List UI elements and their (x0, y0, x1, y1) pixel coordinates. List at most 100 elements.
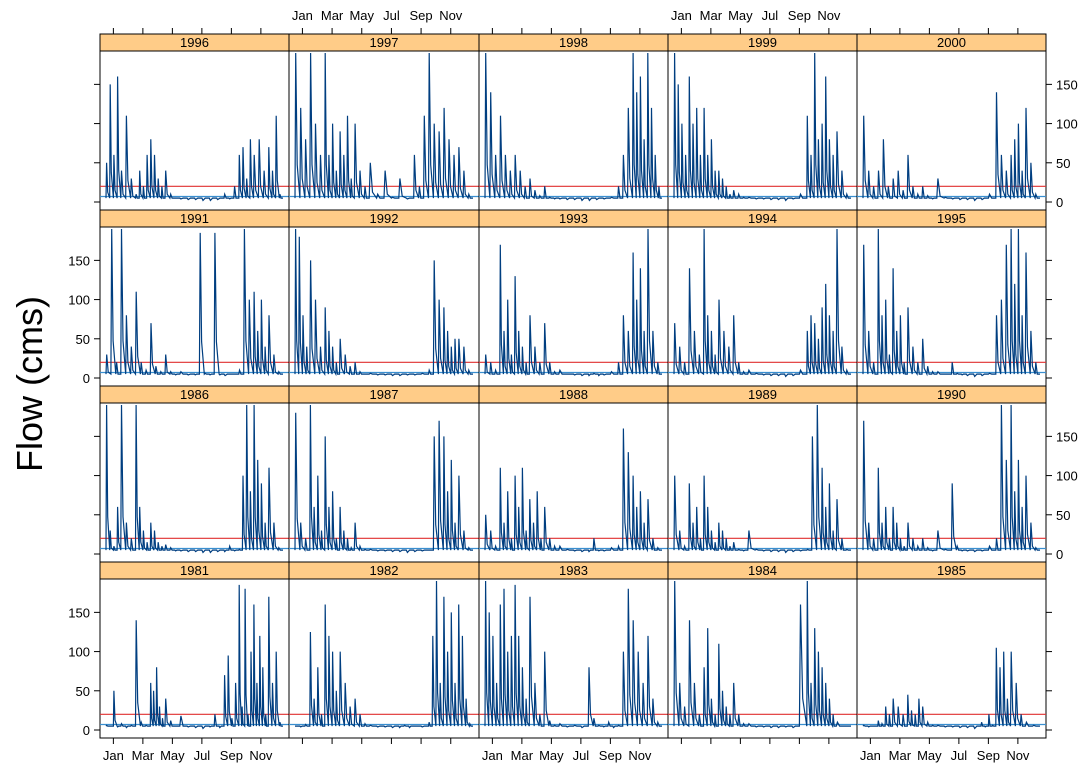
x-tick-label: Sep (977, 748, 1000, 763)
x-tick-label: Nov (439, 8, 463, 23)
flow-series-line (484, 228, 662, 377)
flow-series-line (673, 580, 851, 729)
panel-year-label: 1987 (370, 387, 399, 402)
y-tick-label: 0 (1056, 547, 1063, 562)
panel-1999: 1999 (667, 33, 858, 211)
panel-frame (856, 50, 1047, 211)
panel-1988: 1988 (478, 385, 669, 563)
panel-1997: 1997 (288, 33, 480, 211)
flow-series-line (862, 92, 1040, 202)
panel-1981: 1981 (99, 561, 290, 739)
y-tick-label: 50 (76, 332, 90, 347)
panel-year-label: 1991 (180, 211, 209, 226)
flow-series-line (484, 580, 662, 729)
panel-year-label: 1989 (748, 387, 777, 402)
x-tick-label: Sep (220, 748, 243, 763)
panel-1985: 1985 (856, 561, 1047, 739)
x-tick-label: Sep (410, 8, 433, 23)
x-tick-label: Jul (573, 748, 590, 763)
x-tick-label: Mar (132, 748, 155, 763)
x-tick-label: Nov (249, 748, 273, 763)
y-tick-label: 100 (68, 645, 90, 660)
panel-year-label: 2000 (937, 35, 966, 50)
x-tick-label: Jan (103, 748, 124, 763)
x-tick-label: Jul (951, 748, 968, 763)
y-tick-label: 100 (1056, 117, 1078, 132)
panel-1986: 1986 (99, 385, 290, 563)
panel-frame (856, 402, 1047, 563)
panel-year-label: 1986 (180, 387, 209, 402)
panel-year-label: 1998 (559, 35, 588, 50)
x-tick-label: May (160, 748, 185, 763)
flow-series-line (294, 228, 473, 377)
panel-1996: 1996 (99, 33, 290, 211)
panel-year-label: 1990 (937, 387, 966, 402)
panel-year-label: 1995 (937, 211, 966, 226)
x-tick-label: May (349, 8, 374, 23)
panel-1990: 1990 (856, 385, 1047, 563)
panel-year-label: 1985 (937, 563, 966, 578)
panel-year-label: 1996 (180, 35, 209, 50)
flow-series-line (673, 52, 851, 202)
panel-1994: 1994 (667, 209, 858, 387)
panel-year-label: 1997 (370, 35, 399, 50)
panel-year-label: 1982 (370, 563, 399, 578)
panel-1989: 1989 (667, 385, 858, 563)
flow-series-line (862, 404, 1040, 553)
panel-1987: 1987 (288, 385, 480, 563)
x-tick-label: Mar (700, 8, 723, 23)
x-tick-label: Nov (817, 8, 841, 23)
panel-frame (856, 226, 1047, 387)
x-tick-label: May (917, 748, 942, 763)
flow-series-line (484, 428, 662, 553)
panel-1984: 1984 (667, 561, 858, 739)
panel-1993: 1993 (478, 209, 669, 387)
y-tick-label: 50 (1056, 508, 1070, 523)
panel-2000: 2000 (856, 33, 1047, 211)
x-tick-label: Mar (321, 8, 344, 23)
panel-1982: 1982 (288, 561, 480, 739)
panel-year-label: 1992 (370, 211, 399, 226)
panel-frame (856, 578, 1047, 739)
flow-series-line (295, 580, 473, 729)
y-tick-label: 0 (83, 723, 90, 738)
flow-series-line (105, 228, 283, 377)
panel-1991: 1991 (99, 209, 290, 387)
panel-year-label: 1999 (748, 35, 777, 50)
y-tick-label: 150 (68, 605, 90, 620)
flow-series-line (105, 404, 283, 554)
y-tick-label: 150 (1056, 429, 1078, 444)
flow-series-line (484, 52, 662, 202)
x-tick-label: Jan (292, 8, 313, 23)
y-tick-label: 0 (1056, 195, 1063, 210)
panel-year-label: 1988 (559, 387, 588, 402)
flow-series-line (105, 584, 283, 730)
panel-year-label: 1981 (180, 563, 209, 578)
flow-series-line (862, 647, 1040, 730)
flow-series-line (294, 52, 473, 200)
panel-1998: 1998 (478, 33, 669, 211)
panel-1992: 1992 (288, 209, 480, 387)
y-tick-label: 0 (83, 371, 90, 386)
flow-series-line (673, 404, 851, 554)
flow-series-line (862, 228, 1040, 378)
panel-year-label: 1984 (748, 563, 777, 578)
x-tick-label: Sep (599, 748, 622, 763)
x-tick-label: Jul (194, 748, 211, 763)
panel-1995: 1995 (856, 209, 1047, 387)
panel-year-label: 1983 (559, 563, 588, 578)
flow-series-line (294, 404, 473, 554)
panel-1983: 1983 (478, 561, 669, 739)
x-tick-label: Nov (628, 748, 652, 763)
x-tick-label: May (539, 748, 564, 763)
x-tick-label: Nov (1006, 748, 1030, 763)
y-tick-label: 100 (1056, 469, 1078, 484)
x-tick-label: Jul (383, 8, 400, 23)
panel-year-label: 1993 (559, 211, 588, 226)
y-tick-label: 100 (68, 293, 90, 308)
flow-series-line (673, 228, 851, 378)
y-tick-label: 150 (1056, 77, 1078, 92)
x-tick-label: Jan (860, 748, 881, 763)
x-tick-label: May (728, 8, 753, 23)
y-tick-label: 50 (1056, 156, 1070, 171)
